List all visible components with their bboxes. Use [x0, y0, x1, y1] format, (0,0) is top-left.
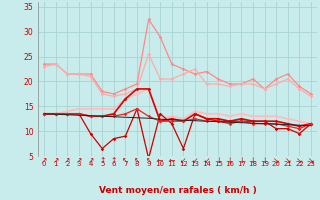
- Text: ↖: ↖: [122, 156, 129, 165]
- Text: ↗: ↗: [52, 156, 59, 165]
- Text: ↑: ↑: [99, 156, 105, 165]
- Text: ↘: ↘: [284, 156, 291, 165]
- Text: ↙: ↙: [204, 156, 210, 165]
- Text: ↓: ↓: [250, 156, 256, 165]
- Text: ↗: ↗: [87, 156, 94, 165]
- Text: ↓: ↓: [227, 156, 233, 165]
- Text: ↘: ↘: [273, 156, 279, 165]
- Text: ↖: ↖: [145, 156, 152, 165]
- Text: ↓: ↓: [215, 156, 221, 165]
- Text: ↙: ↙: [180, 156, 187, 165]
- Text: ↙: ↙: [192, 156, 198, 165]
- X-axis label: Vent moyen/en rafales ( km/h ): Vent moyen/en rafales ( km/h ): [99, 186, 256, 195]
- Text: ↗: ↗: [64, 156, 71, 165]
- Text: ←: ←: [157, 156, 164, 165]
- Text: ←: ←: [169, 156, 175, 165]
- Text: ↗: ↗: [76, 156, 82, 165]
- Text: ↘: ↘: [296, 156, 303, 165]
- Text: ↘: ↘: [308, 156, 314, 165]
- Text: ↗: ↗: [41, 156, 47, 165]
- Text: ↓: ↓: [238, 156, 244, 165]
- Text: ↓: ↓: [261, 156, 268, 165]
- Text: ↖: ↖: [134, 156, 140, 165]
- Text: ↑: ↑: [111, 156, 117, 165]
